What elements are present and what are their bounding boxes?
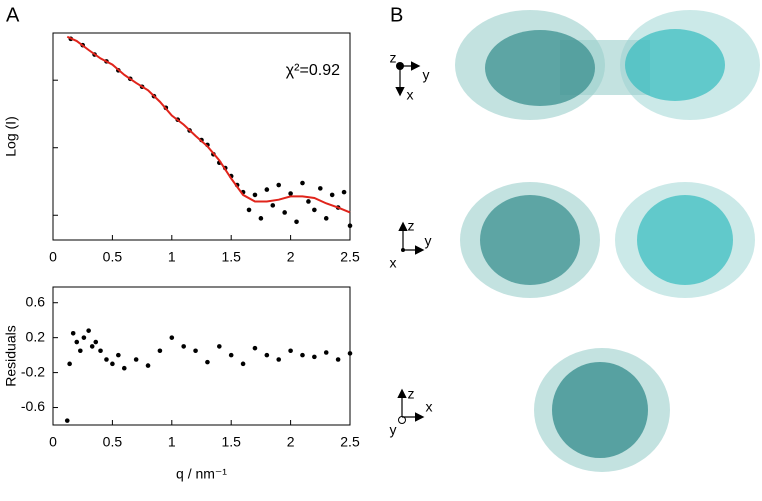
- data-point: [70, 330, 76, 336]
- panel-label: B: [390, 4, 403, 26]
- plot-frame: [52, 286, 351, 426]
- x-tick-label: 1.5: [221, 434, 241, 450]
- axis-name: y: [425, 233, 432, 249]
- x-tick-label: 2.5: [340, 249, 360, 265]
- data-point: [145, 363, 151, 368]
- data-point: [104, 357, 109, 362]
- y-tick-label: -0.6: [21, 398, 45, 414]
- data-point: [86, 328, 91, 333]
- data-point: [169, 335, 175, 340]
- axis-name: x: [426, 399, 433, 415]
- panel-label: A: [6, 4, 20, 26]
- data-point: [270, 203, 276, 208]
- x-tick-label: 2.5: [340, 434, 360, 450]
- data-point: [193, 348, 198, 354]
- annotation: χ²=0.92: [286, 62, 340, 79]
- axis-name: y: [423, 67, 430, 83]
- data-point: [347, 351, 353, 356]
- data-point: [98, 348, 103, 354]
- data-point: [133, 357, 139, 362]
- data-point: [276, 182, 282, 188]
- axis-name: z: [408, 218, 415, 234]
- x-tick-label: 1.5: [221, 249, 241, 265]
- x-axis-label: q / nm⁻¹: [176, 466, 227, 482]
- data-point: [181, 344, 186, 349]
- y-tick-label: 0.6: [26, 293, 46, 309]
- axis-name: z: [408, 386, 415, 402]
- structure-images: [455, 10, 760, 472]
- data-point: [282, 210, 287, 215]
- data-point: [121, 365, 127, 371]
- data-point: [288, 348, 293, 354]
- y-tick-label: -0.2: [21, 363, 45, 379]
- data-point: [264, 352, 270, 358]
- data-point: [64, 418, 70, 423]
- data-point: [323, 216, 329, 221]
- fit-line: [66, 35, 351, 214]
- x-tick-label: 1: [168, 434, 176, 450]
- data-point: [312, 354, 317, 360]
- data-point: [329, 192, 335, 198]
- data-point: [323, 350, 329, 355]
- data-point: [318, 186, 323, 191]
- data-point: [306, 199, 311, 204]
- data-point: [116, 352, 121, 358]
- plot-frame: [52, 32, 351, 241]
- x-tick-label: 0: [49, 434, 57, 450]
- y-tick-label: 0.2: [26, 328, 46, 344]
- data-point: [110, 361, 115, 367]
- data-point: [93, 339, 99, 345]
- x-tick-label: 2: [287, 434, 295, 450]
- data-point: [240, 361, 246, 367]
- y-axis-label: Log (I): [3, 116, 19, 156]
- x-tick-label: 0.5: [103, 434, 123, 450]
- data-point: [294, 219, 299, 225]
- data-point: [157, 348, 163, 354]
- y-axis-label: Residuals: [3, 325, 19, 386]
- x-tick-label: 1: [168, 249, 176, 265]
- x-tick-label: 2: [287, 249, 295, 265]
- data-point: [300, 352, 305, 358]
- data-point: [300, 180, 305, 186]
- x-tick-label: 0: [49, 249, 57, 265]
- data-point: [217, 344, 222, 349]
- data-point: [67, 361, 72, 367]
- data-point: [81, 335, 87, 340]
- data-point: [258, 216, 264, 221]
- data-point: [335, 357, 341, 362]
- data-point: [205, 359, 210, 365]
- data-point: [78, 348, 83, 354]
- data-point: [312, 207, 317, 213]
- data-point: [276, 357, 282, 362]
- data-point: [288, 191, 293, 196]
- axis-name: z: [390, 50, 397, 66]
- data-point: [252, 345, 258, 351]
- data-point: [347, 223, 353, 229]
- orientation-axes: z y x z y x z x y: [390, 50, 433, 438]
- data-point: [341, 189, 347, 195]
- data-point: [264, 187, 270, 192]
- axis-name: y: [390, 422, 397, 438]
- data-point: [228, 352, 234, 358]
- axis-name: x: [390, 255, 397, 271]
- data-point: [246, 207, 252, 213]
- x-tick-label: 0.5: [103, 249, 123, 265]
- data-point: [74, 339, 80, 345]
- data-point: [89, 344, 95, 349]
- axis-name: x: [407, 87, 414, 103]
- data-point: [252, 192, 258, 198]
